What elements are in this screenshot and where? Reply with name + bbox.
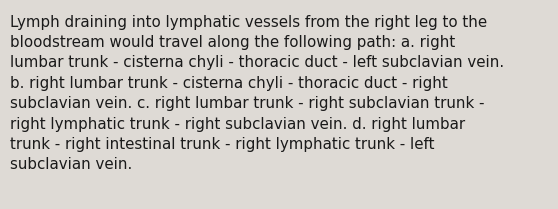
Text: Lymph draining into lymphatic vessels from the right leg to the
bloodstream woul: Lymph draining into lymphatic vessels fr… [10,15,504,172]
